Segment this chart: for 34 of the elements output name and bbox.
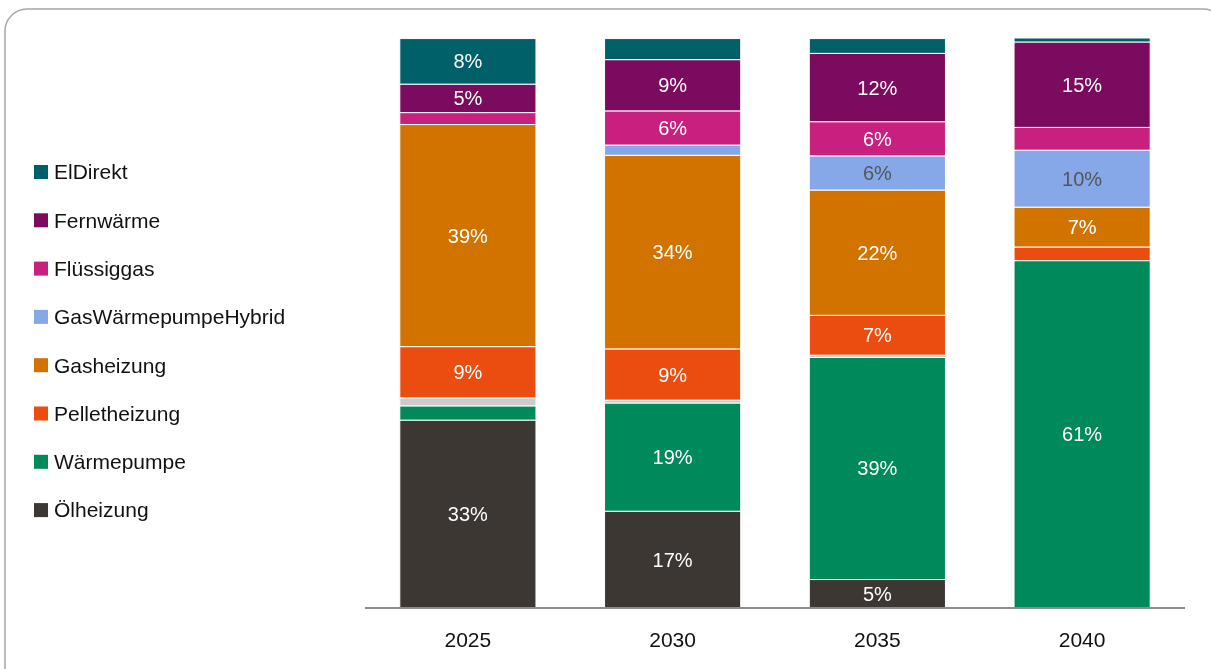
data-label: 10%: [1062, 167, 1103, 190]
legend-label: Flüssiggas: [54, 256, 155, 280]
legend-label: Pelletheizung: [54, 401, 181, 425]
x-tick-label: 2025: [444, 628, 492, 652]
data-label: 39%: [857, 457, 898, 480]
data-label: 61%: [1062, 423, 1103, 446]
data-label: 12%: [857, 76, 898, 99]
legend-label: Gasheizung: [54, 353, 167, 377]
data-label: 9%: [658, 363, 688, 386]
x-tick-label: 2030: [649, 628, 696, 652]
data-label: 7%: [862, 324, 893, 347]
data-label: 15%: [1062, 73, 1103, 96]
data-label: 17%: [652, 548, 693, 571]
legend-label: Fernwärme: [54, 208, 161, 232]
x-tick-label: 2040: [1058, 628, 1106, 652]
data-label: 5%: [862, 582, 893, 605]
data-label: 5%: [453, 87, 483, 110]
legend-label: GasWärmepumpeHybrid: [54, 305, 286, 329]
x-tick-label: 2035: [854, 628, 901, 652]
legend-label: Ölheizung: [54, 498, 149, 522]
data-label: 33%: [447, 503, 489, 526]
data-label: 19%: [652, 446, 693, 469]
data-label: 9%: [658, 74, 688, 97]
legend-label: Wärmepumpe: [54, 450, 186, 474]
data-label: 6%: [658, 116, 688, 139]
data-label: 7%: [1067, 216, 1097, 239]
data-label: 9%: [453, 361, 483, 384]
data-label: 6%: [862, 161, 893, 184]
data-label: 34%: [652, 241, 693, 264]
data-label: 39%: [447, 224, 489, 247]
legend-label: ElDirekt: [54, 160, 128, 184]
data-label: 6%: [862, 127, 893, 150]
data-label: 22%: [857, 241, 898, 264]
data-label: 8%: [453, 50, 483, 73]
